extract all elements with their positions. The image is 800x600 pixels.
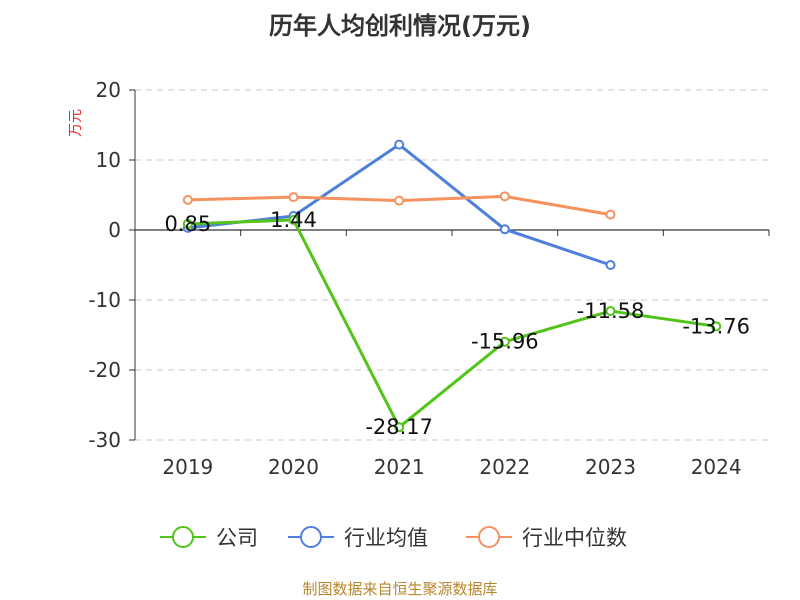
data-point — [394, 139, 405, 150]
data-point — [499, 224, 510, 235]
x-tick-label: 2019 — [162, 455, 213, 479]
legend-label: 行业均值 — [344, 526, 428, 550]
y-tick-label: -10 — [88, 288, 121, 312]
y-tick-label: 10 — [96, 148, 121, 172]
source-note: 制图数据来自恒生聚源数据库 — [302, 580, 497, 598]
data-label: -28.17 — [365, 415, 433, 439]
data-label: -13.76 — [682, 314, 750, 338]
data-point — [605, 260, 616, 270]
data-labels: 0.85 1.44 -28.17 -15.96 -11.58 -13.76 — [164, 208, 750, 439]
y-tick-label: 0 — [108, 218, 121, 242]
data-point — [182, 219, 193, 230]
y-axis-unit: 万元 — [68, 109, 84, 137]
grid-lines — [135, 89, 769, 441]
x-tick-label: 2024 — [691, 455, 742, 479]
series-group — [182, 139, 722, 433]
data-point — [288, 214, 299, 225]
axes — [129, 89, 770, 441]
y-tick-label: 20 — [96, 78, 121, 102]
data-label: -15.96 — [471, 330, 539, 354]
x-tick-label: 2021 — [374, 455, 425, 479]
legend-item[interactable]: 行业中位数 — [466, 526, 627, 550]
data-point — [394, 422, 405, 433]
data-label: 0.85 — [164, 212, 211, 236]
legend-marker — [478, 526, 500, 548]
data-point — [605, 209, 616, 220]
x-tick-label: 2020 — [268, 455, 319, 479]
legend-label: 公司 — [216, 526, 258, 550]
x-tick-label: 2023 — [585, 455, 636, 479]
data-point — [605, 306, 616, 317]
data-point — [499, 336, 510, 347]
legend-item[interactable]: 行业均值 — [288, 526, 428, 550]
legend-label: 行业中位数 — [522, 526, 627, 550]
y-tick-labels: 20 10 0 -10 -20 -30 — [88, 78, 121, 452]
data-point — [182, 194, 193, 205]
legend[interactable]: 公司 行业均值 行业中位数 — [160, 526, 627, 550]
legend-item[interactable]: 公司 — [160, 526, 258, 550]
data-point — [711, 321, 722, 332]
legend-marker — [172, 526, 194, 548]
y-tick-label: -30 — [88, 428, 121, 452]
data-point — [394, 195, 405, 206]
data-point — [499, 191, 510, 202]
y-tick-label: -20 — [88, 358, 121, 382]
x-tick-labels: 2019 2020 2021 2022 2023 2024 — [162, 455, 741, 479]
x-tick-label: 2022 — [479, 455, 530, 479]
data-point — [288, 192, 299, 203]
legend-marker — [300, 526, 322, 548]
data-label: -11.58 — [577, 299, 645, 323]
data-label: 1.44 — [270, 208, 317, 232]
series-line — [187, 218, 717, 429]
chart-title: 历年人均创利情况(万元) — [269, 12, 531, 40]
